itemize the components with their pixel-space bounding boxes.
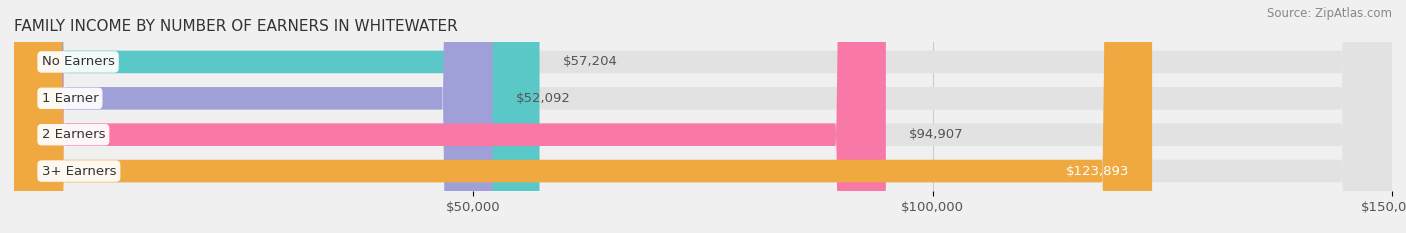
FancyBboxPatch shape xyxy=(14,0,886,233)
Text: No Earners: No Earners xyxy=(42,55,114,69)
FancyBboxPatch shape xyxy=(14,0,1392,233)
Text: $94,907: $94,907 xyxy=(908,128,963,141)
Text: 1 Earner: 1 Earner xyxy=(42,92,98,105)
FancyBboxPatch shape xyxy=(14,0,492,233)
Text: Source: ZipAtlas.com: Source: ZipAtlas.com xyxy=(1267,7,1392,20)
Text: $52,092: $52,092 xyxy=(516,92,571,105)
Text: $57,204: $57,204 xyxy=(562,55,617,69)
Text: 3+ Earners: 3+ Earners xyxy=(42,164,117,178)
FancyBboxPatch shape xyxy=(14,0,540,233)
FancyBboxPatch shape xyxy=(14,0,1392,233)
Text: $123,893: $123,893 xyxy=(1066,164,1129,178)
FancyBboxPatch shape xyxy=(14,0,1152,233)
FancyBboxPatch shape xyxy=(14,0,1392,233)
Text: FAMILY INCOME BY NUMBER OF EARNERS IN WHITEWATER: FAMILY INCOME BY NUMBER OF EARNERS IN WH… xyxy=(14,19,458,34)
Text: 2 Earners: 2 Earners xyxy=(42,128,105,141)
FancyBboxPatch shape xyxy=(14,0,1392,233)
